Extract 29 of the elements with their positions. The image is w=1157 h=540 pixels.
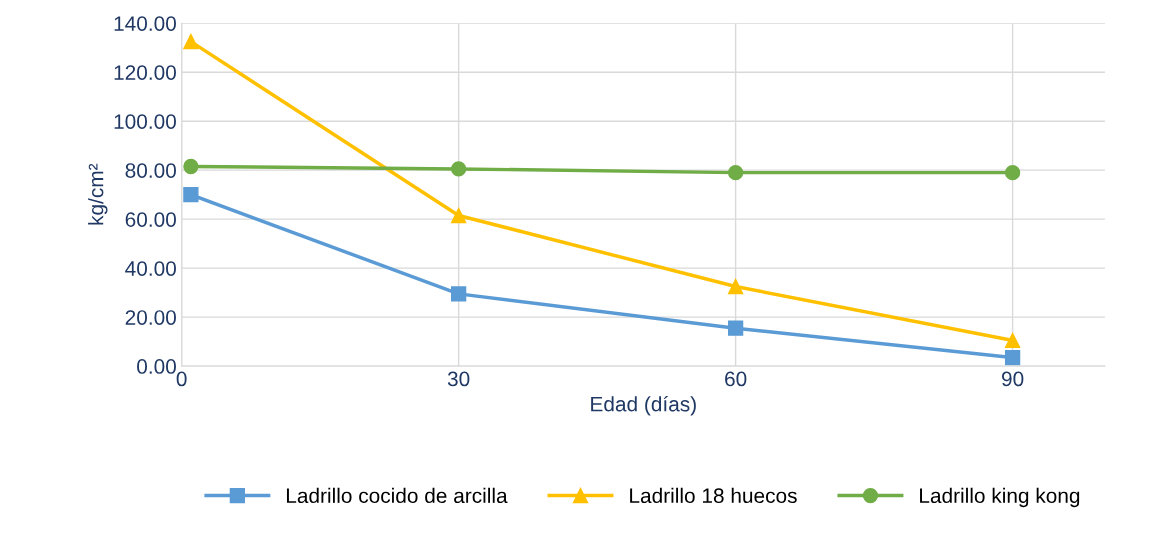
y-tick-label: 20.00 <box>125 310 176 325</box>
point <box>450 207 467 224</box>
y-tick-label: 40.00 <box>125 261 176 276</box>
x-axis-title: Edad (días) <box>591 395 696 416</box>
point <box>450 161 467 177</box>
x-tick-label: 90 <box>1002 371 1024 387</box>
y-axis-title: kg/cm² <box>88 163 108 225</box>
point <box>727 164 744 181</box>
point <box>1004 164 1021 181</box>
x-tick-label: 60 <box>725 371 747 387</box>
y-tick-label: 120.00 <box>114 65 176 80</box>
y-tick-label: 140.00 <box>114 16 176 31</box>
point <box>183 187 199 203</box>
y-tick-label: 60.00 <box>125 212 176 227</box>
point <box>1004 332 1021 349</box>
point <box>183 158 199 175</box>
y-tick-label: 80.00 <box>125 163 176 178</box>
point <box>1004 349 1021 366</box>
point <box>183 33 199 50</box>
legend-label: Ladrillo 18 huecos <box>630 487 797 504</box>
x-tick-label: 0 <box>176 371 187 387</box>
point <box>450 286 467 302</box>
point <box>727 320 744 336</box>
point <box>727 278 744 295</box>
x-tick-label: 30 <box>447 371 470 387</box>
legend-label: Ladrillo cocido de arcilla <box>286 487 508 504</box>
legend-label: Ladrillo king kong <box>920 487 1080 508</box>
y-tick-label: 100.00 <box>114 114 176 129</box>
y-tick-label: 0.00 <box>137 359 176 374</box>
